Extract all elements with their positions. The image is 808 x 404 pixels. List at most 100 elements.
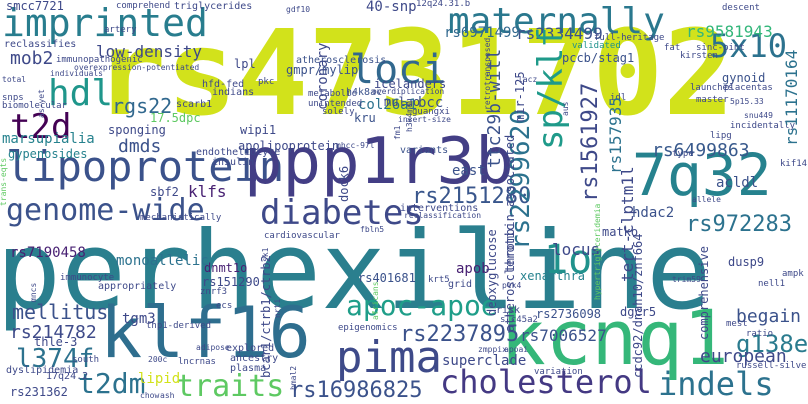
word-cardiovascular: cardiovascular bbox=[264, 231, 340, 241]
word-thp1-derived: thp1-derived bbox=[146, 321, 212, 331]
word-klf16: klf16 bbox=[100, 292, 311, 374]
word-cholesterol: cholesterol bbox=[440, 363, 652, 401]
word-traits: traits bbox=[176, 369, 285, 404]
word-znrf3: znrf3 bbox=[200, 287, 228, 297]
word-variation: variation bbox=[534, 367, 583, 377]
word-mhcc-97l: mhcc-97l bbox=[336, 141, 375, 150]
word-smcc7721: smcc7721 bbox=[6, 0, 64, 13]
word-hdac2: hdac2 bbox=[632, 205, 675, 221]
word-triglycerides: triglycerides bbox=[174, 1, 253, 12]
word-snps: snps bbox=[2, 93, 24, 103]
word-mest: mest bbox=[726, 319, 748, 329]
word-zmppix: zmppix bbox=[478, 345, 507, 354]
word-loci: loci bbox=[350, 47, 447, 93]
word-kirsten: kirsten bbox=[680, 51, 718, 61]
word-total: total bbox=[2, 75, 27, 84]
word-kif14: kif14 bbox=[780, 159, 808, 169]
word-immunocyte: immunocyte bbox=[60, 273, 115, 283]
word-biomolecular: biomolecular bbox=[2, 101, 68, 111]
word-wipi1: wipi1 bbox=[240, 123, 277, 137]
word-ancestry: ancestry bbox=[230, 353, 279, 364]
word-12q24: 12q24.31.b bbox=[416, 0, 471, 9]
word-klfs: klfs bbox=[188, 182, 227, 201]
word-reclassification: reclassification bbox=[404, 211, 482, 220]
word-rs2736098: rs2736098 bbox=[536, 307, 602, 321]
word-mechanistically: mechanistically bbox=[140, 213, 222, 223]
word-rs6499863: rs6499863 bbox=[652, 140, 750, 161]
word-rs401681: rs401681 bbox=[358, 271, 416, 285]
word-slc45a2: slc45a2 bbox=[500, 315, 538, 325]
word-kru: kru bbox=[354, 111, 376, 125]
word-t2dm: t2dm bbox=[78, 367, 146, 400]
word-rs4731702: rs4731702 bbox=[95, 4, 735, 142]
word-rgs22: rgs22 bbox=[112, 94, 173, 118]
word-ampk: ampk bbox=[782, 269, 804, 279]
word-type: type bbox=[672, 149, 694, 159]
word-full-heritage: full-heritage bbox=[594, 33, 665, 43]
word-rs2151280: rs2151280 bbox=[412, 184, 532, 209]
word-low-density: low-density bbox=[96, 42, 202, 61]
word-gdf10: gdf10 bbox=[286, 5, 311, 14]
word-dyslipidemia: dyslipidemia bbox=[6, 365, 79, 376]
word-fat: fat bbox=[664, 43, 681, 53]
word-plasma: plasma bbox=[230, 363, 267, 374]
word-l374f: l374f bbox=[16, 344, 95, 374]
word-africans: africans bbox=[371, 281, 380, 320]
word-atherosclerosis: atherosclerosis bbox=[296, 55, 387, 66]
word-g138e: g138e bbox=[736, 330, 808, 358]
word-rs214782: rs214782 bbox=[10, 322, 97, 343]
word-icelanders: icelanders bbox=[374, 77, 447, 91]
word-lpl: lpl bbox=[234, 57, 256, 71]
word-unintended: unintended bbox=[308, 99, 363, 109]
word-adipose: adipose bbox=[196, 343, 230, 352]
word-atherosclerotic: atherosclerotic bbox=[503, 223, 517, 332]
word-rs231362: rs231362 bbox=[10, 385, 68, 399]
word-ash: ash bbox=[160, 391, 175, 400]
word-scarb1: scarb1 bbox=[176, 99, 213, 110]
word-gynoid: gynoid bbox=[722, 71, 766, 85]
word-incidentally: incidentally bbox=[730, 121, 796, 131]
word-rs157935: rs157935 bbox=[606, 96, 625, 174]
word-ecs: ecs bbox=[216, 301, 233, 311]
word-snu449: snu449 bbox=[744, 111, 773, 120]
word-monoallelic: monoallelic bbox=[116, 253, 209, 269]
word-idl: idl bbox=[610, 93, 627, 103]
word-dmds: dmds bbox=[118, 136, 162, 157]
word-comprehensive: comprehensive bbox=[697, 246, 711, 340]
word-5p15: 5p15.33 bbox=[730, 97, 764, 106]
word-lacz: lacz bbox=[518, 75, 538, 84]
word-matko: matko bbox=[602, 225, 639, 239]
word-sinc-pint: sinc-pint bbox=[696, 43, 745, 53]
word-rs9581943: rs9581943 bbox=[686, 22, 773, 41]
word-lipoprotein: lipoprotein bbox=[6, 142, 285, 191]
word-immunopathogenic: immunopathogenic bbox=[56, 55, 143, 65]
word-coronary: coronary bbox=[315, 42, 331, 110]
word-guangxi: guangxi bbox=[412, 107, 450, 117]
word-17q24: 17q24.2 bbox=[46, 371, 89, 382]
word-200c: 200c bbox=[148, 355, 168, 364]
word-nrti: nrti bbox=[273, 298, 282, 318]
word-1o: 1o bbox=[544, 237, 593, 283]
word-rs2237895: rs2237895 bbox=[400, 322, 520, 347]
word-sbf2: sbf2 bbox=[150, 185, 179, 199]
word-sk1: sk1 bbox=[261, 247, 270, 262]
word-h3k4me: h3k4me bbox=[405, 103, 414, 132]
word-hypertriglyceridemia: hypertriglyceridemia bbox=[593, 203, 602, 300]
word-apoai: apoai bbox=[504, 345, 529, 354]
word-appropriately: appropriately bbox=[98, 281, 177, 292]
word-perhexiline: perhexiline bbox=[0, 209, 712, 334]
word-apob: apob bbox=[456, 261, 490, 277]
word-mncs: mncs bbox=[29, 282, 38, 302]
word-5x10: 5x10 bbox=[710, 27, 788, 65]
word-gypenosides: gypenosides bbox=[8, 147, 88, 161]
word-ccdc92: ccdc92/dnah10/znf664 bbox=[631, 233, 645, 379]
word-ppp1r3b: ppp1r3b bbox=[244, 125, 514, 199]
word-nell1: nell1 bbox=[758, 279, 786, 289]
word-east: east bbox=[452, 163, 486, 179]
word-lncrnas: lncrnas bbox=[178, 357, 216, 367]
word-krt5: krt5 bbox=[428, 275, 450, 285]
word-aus: aus bbox=[561, 101, 570, 116]
word-indels: indels bbox=[658, 365, 774, 403]
word-placentas: placentas bbox=[724, 83, 773, 93]
